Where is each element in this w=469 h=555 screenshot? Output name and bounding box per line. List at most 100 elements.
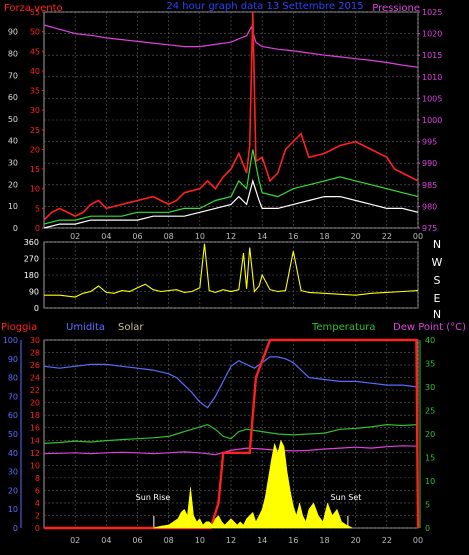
- speed-tick-label: 80: [8, 49, 18, 58]
- solar-label: Solar: [118, 322, 144, 333]
- compass-label: S: [434, 274, 441, 287]
- compass-label: N: [433, 238, 441, 251]
- wind-tick-label: 5: [35, 204, 40, 213]
- wind-panel-axes: 02 04 06 08 10 12 14 16 18 20 22 000510152025303540…: [8, 8, 443, 241]
- rain-tick-label: 8: [35, 474, 40, 483]
- x-tick-label: 06: [132, 536, 142, 545]
- temperature-tick-label: 0: [425, 524, 430, 533]
- wind-tick-label: 15: [30, 165, 40, 174]
- rain-tick-label: 30: [30, 336, 40, 345]
- rain-tick-label: 26: [30, 361, 40, 370]
- temperature-tick-label: 35: [425, 360, 435, 369]
- speed-tick-label: 50: [8, 115, 18, 124]
- direction-tick-label: 180: [24, 271, 39, 280]
- x-tick-label: 14: [257, 232, 267, 241]
- temperature-tick-label: 30: [425, 383, 435, 392]
- temperature-tick-label: 25: [425, 407, 435, 416]
- chart-title: 24 hour graph data 13 Settembre 2015: [166, 1, 363, 12]
- wind-panel-series: [43, 11, 419, 229]
- pressure-tick-label: 985: [422, 181, 437, 190]
- rain-label: Pioggia: [1, 322, 37, 333]
- series-humidity: [43, 356, 419, 409]
- x-tick-label: 12: [226, 536, 236, 545]
- rain-tick-label: 2: [35, 511, 40, 520]
- x-tick-label: 08: [164, 232, 174, 241]
- rain-tick-label: 16: [30, 424, 40, 433]
- speed-tick-label: 60: [8, 93, 18, 102]
- series-wind_gust: [43, 11, 419, 221]
- compass-label: W: [432, 256, 443, 269]
- series-wind_avg: [43, 178, 419, 229]
- pressure-tick-label: 1025: [422, 8, 442, 17]
- humidity-tick-label: 0: [13, 524, 18, 533]
- rain-panel-axes: 02 04 06 08 10 12 14 16 18 20 22 000102030405060708…: [3, 336, 435, 545]
- speed-tick-label: 10: [8, 202, 18, 211]
- x-tick-label: 04: [101, 536, 111, 545]
- pressure-tick-label: 1000: [422, 116, 442, 125]
- x-tick-label: 22: [382, 536, 392, 545]
- rain-tick-label: 14: [30, 436, 40, 445]
- x-tick-label: 04: [101, 232, 111, 241]
- x-tick-label: 16: [288, 232, 298, 241]
- rain-tick-label: 28: [30, 349, 40, 358]
- rain-tick-label: 18: [30, 411, 40, 420]
- temperature-tick-label: 20: [425, 430, 435, 439]
- wind-tick-label: 50: [30, 28, 40, 37]
- humidity-tick-label: 90: [8, 355, 18, 364]
- x-tick-label: 16: [288, 536, 298, 545]
- direction-panel-series: [44, 243, 419, 298]
- x-tick-label: 06: [132, 232, 142, 241]
- humidity-tick-label: 40: [8, 449, 18, 458]
- x-tick-label: 20: [351, 232, 361, 241]
- rain-tick-label: 12: [30, 449, 40, 458]
- x-tick-label: 02: [70, 536, 80, 545]
- speed-tick-label: 40: [8, 137, 18, 146]
- sunrise-label: Sun Rise: [136, 493, 171, 502]
- wind-tick-label: 10: [30, 185, 40, 194]
- rain-tick-label: 24: [30, 374, 40, 383]
- wind-pressure-panel: 02 04 06 08 10 12 14 16 18 20 22 000510152025303540…: [8, 8, 443, 241]
- humidity-label: Umidita: [66, 322, 105, 333]
- wind-force-label: Forza vento: [4, 3, 63, 14]
- series-dewpoint: [43, 445, 419, 456]
- compass-label: E: [434, 292, 441, 305]
- rain-panel-series: [43, 338, 420, 530]
- direction-tick-label: 270: [24, 255, 39, 264]
- direction-tick-label: 0: [34, 304, 39, 313]
- x-tick-label: 00: [413, 232, 423, 241]
- wind-tick-label: 30: [30, 106, 40, 115]
- x-tick-label: 18: [319, 232, 329, 241]
- rain-tick-label: 6: [35, 486, 40, 495]
- rain-tick-label: 20: [30, 399, 40, 408]
- pressure-label: Pressione: [372, 3, 420, 14]
- x-tick-label: 12: [226, 232, 236, 241]
- speed-tick-label: 20: [8, 180, 18, 189]
- wind-tick-label: 25: [30, 126, 40, 135]
- humidity-tick-label: 100: [3, 336, 18, 345]
- x-tick-label: 22: [382, 232, 392, 241]
- x-tick-label: 02: [70, 232, 80, 241]
- pressure-tick-label: 995: [422, 138, 437, 147]
- humidity-tick-label: 70: [8, 392, 18, 401]
- temperature-tick-label: 10: [425, 477, 435, 486]
- humidity-tick-label: 50: [8, 430, 18, 439]
- speed-tick-label: 30: [8, 159, 18, 168]
- x-tick-label: 08: [164, 536, 174, 545]
- wind-tick-label: 40: [30, 67, 40, 76]
- humidity-tick-label: 60: [8, 411, 18, 420]
- pressure-tick-label: 980: [422, 202, 437, 211]
- humidity-tick-label: 10: [8, 505, 18, 514]
- speed-tick-label: 90: [8, 28, 18, 37]
- series-temperature: [43, 423, 419, 444]
- temperature-tick-label: 5: [425, 501, 430, 510]
- temperature-tick-label: 40: [425, 336, 435, 345]
- x-tick-label: 00: [413, 536, 423, 545]
- direction-tick-label: 360: [24, 238, 39, 247]
- series-solar: [153, 439, 353, 529]
- wind-tick-label: 45: [30, 47, 40, 56]
- pressure-tick-label: 1010: [422, 73, 442, 82]
